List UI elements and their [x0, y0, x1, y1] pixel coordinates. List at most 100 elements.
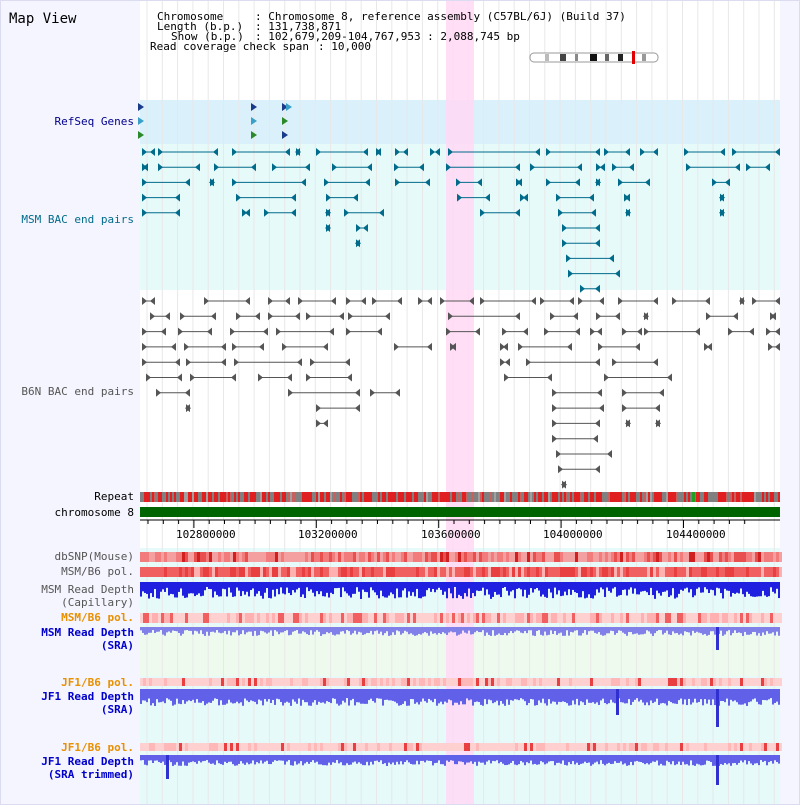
- msm-pol2-cell: [677, 613, 680, 623]
- msm-sra-depth: [702, 627, 704, 635]
- dbsnp-cell: [488, 552, 491, 562]
- msm-capillary-depth: [398, 582, 400, 598]
- track-label-jf1-pol-2[interactable]: JF1/B6 pol.: [61, 741, 134, 754]
- jf1-pol2-cell: [350, 743, 353, 751]
- msm-pol2-cell: [770, 613, 773, 623]
- msm-capillary-depth: [458, 582, 460, 595]
- jf1-pol-cell: [755, 678, 758, 686]
- msm-pol2-cell: [188, 613, 191, 623]
- msm-bac-pair-end: [175, 208, 180, 217]
- jf1-sra-depth: [768, 689, 770, 700]
- msm-pol2-cell: [458, 613, 461, 623]
- track-label-msm-b6-pol[interactable]: MSM/B6 pol.: [61, 565, 134, 578]
- track-label-refseq[interactable]: RefSeq Genes: [54, 115, 134, 128]
- depth-spike: [716, 755, 719, 785]
- dbsnp-cell: [227, 552, 230, 562]
- track-label-msm-b6-pol-2[interactable]: MSM/B6 pol.: [61, 611, 134, 624]
- jf1-trimmed-depth: [238, 755, 240, 764]
- msm-sra-depth: [384, 627, 386, 634]
- repeat-cell: [442, 492, 444, 502]
- track-label-jf1-pol[interactable]: JF1/B6 pol.: [61, 676, 134, 689]
- repeat-cell: [146, 492, 148, 502]
- repeat-cell: [482, 492, 484, 502]
- jf1-sra-depth: [178, 689, 180, 704]
- jf1-sra-depth: [744, 689, 746, 704]
- jf1-sra-depth: [476, 689, 478, 702]
- msm-pol2-cell: [584, 613, 587, 623]
- jf1-sra-depth: [634, 689, 636, 700]
- jf1-pol-cell: [359, 678, 362, 686]
- track-label-jf1-depth-1[interactable]: JF1 Read Depth: [41, 690, 134, 703]
- jf1-pol-cell: [653, 678, 656, 686]
- msm-pol-cell: [248, 567, 251, 577]
- msm-pol-cell: [767, 567, 770, 577]
- jf1-pol2-cell: [578, 743, 581, 751]
- track-label-repeat[interactable]: Repeat: [94, 490, 134, 503]
- msm-pol-cell: [431, 567, 434, 577]
- b6n-bac-pair-end: [346, 327, 351, 336]
- jf1-sra-depth: [706, 689, 708, 704]
- msm-pol2-cell: [380, 613, 383, 623]
- repeat-cell: [582, 492, 584, 502]
- msm-pol2-cell: [296, 613, 299, 623]
- track-label-chromosome[interactable]: chromosome 8: [54, 506, 134, 519]
- jf1-trimmed-depth: [326, 755, 328, 766]
- jf1-sra-depth: [512, 689, 514, 701]
- msm-capillary-depth: [270, 582, 272, 599]
- msm-sra-depth: [694, 627, 696, 633]
- msm-pol-cell: [224, 567, 227, 577]
- jf1-sra-depth: [162, 689, 164, 702]
- dbsnp-cell: [485, 552, 488, 562]
- dbsnp-cell: [179, 552, 182, 562]
- track-label-msm-depth-sra-2[interactable]: (SRA): [100, 639, 134, 652]
- track-label-jf1-trim-1[interactable]: JF1 Read Depth: [41, 755, 134, 768]
- track-label-msm-depth-sra-1[interactable]: MSM Read Depth: [41, 626, 134, 639]
- jf1-trimmed-depth: [524, 755, 526, 766]
- jf1-sra-depth: [314, 689, 316, 701]
- jf1-pol-cell: [377, 678, 380, 686]
- msm-pol2-cell: [725, 613, 728, 623]
- msm-pol-cell: [278, 567, 281, 577]
- track-label-msm-depth-cap-1[interactable]: MSM Read Depth: [41, 583, 134, 596]
- jf1-trimmed-depth: [280, 755, 282, 761]
- jf1-sra-depth: [344, 689, 346, 703]
- msm-pol2-cell: [515, 613, 518, 623]
- jf1-pol-cell: [431, 678, 434, 686]
- msm-sra-depth: [624, 627, 626, 634]
- jf1-sra-depth: [390, 689, 392, 701]
- track-label-msm-bac[interactable]: MSM BAC end pairs: [21, 213, 134, 226]
- msm-sra-depth: [294, 627, 296, 631]
- jf1-trimmed-depth: [506, 755, 508, 766]
- msm-sra-depth: [754, 627, 756, 632]
- msm-pol2-cell: [455, 613, 458, 623]
- jf1-sra-depth: [194, 689, 196, 703]
- jf1-sra-depth: [432, 689, 434, 703]
- jf1-sra-depth: [462, 689, 464, 705]
- msm-pol-cell: [635, 567, 638, 577]
- dbsnp-cell: [503, 552, 506, 562]
- b6n-bac-pair-end: [255, 312, 260, 321]
- repeat-cell: [614, 492, 616, 502]
- msm-capillary-depth: [774, 582, 776, 594]
- track-label-jf1-depth-2[interactable]: (SRA): [100, 703, 134, 716]
- msm-pol2-cell: [158, 613, 161, 623]
- msm-pol2-cell: [578, 613, 581, 623]
- track-label-b6n-bac[interactable]: B6N BAC end pairs: [21, 385, 134, 398]
- msm-capillary-depth: [210, 582, 212, 590]
- jf1-trimmed-depth: [490, 755, 492, 764]
- jf1-pol-cell: [521, 678, 524, 686]
- msm-pol2-cell: [614, 613, 617, 623]
- jf1-sra-depth: [236, 689, 238, 702]
- track-label-msm-depth-cap-2[interactable]: (Capillary): [61, 596, 134, 609]
- jf1-trimmed-depth: [700, 755, 702, 766]
- jf1-trimmed-depth: [148, 755, 150, 761]
- jf1-pol2-cell: [470, 743, 473, 751]
- jf1-sra-depth: [764, 689, 766, 701]
- jf1-trimmed-depth: [384, 755, 386, 764]
- track-label-dbsnp[interactable]: dbSNP(Mouse): [54, 550, 134, 563]
- jf1-sra-depth: [188, 689, 190, 701]
- track-label-jf1-trim-2[interactable]: (SRA trimmed): [47, 768, 134, 781]
- jf1-trimmed-depth: [702, 755, 704, 766]
